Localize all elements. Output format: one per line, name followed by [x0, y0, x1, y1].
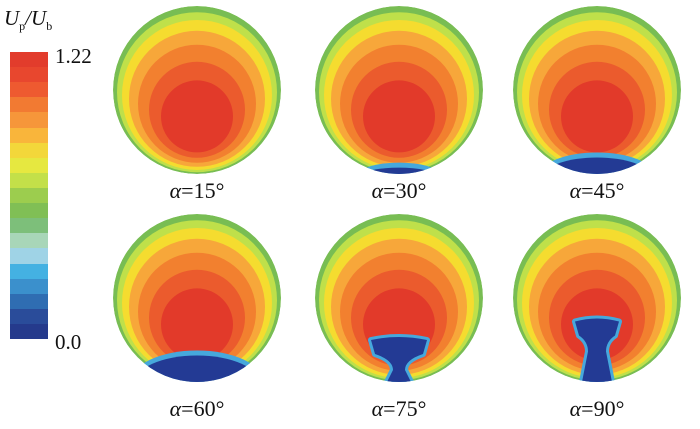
dead-zone: [544, 157, 650, 174]
colorbar-segment: [10, 278, 48, 294]
caption-alpha-75: α=75°: [371, 396, 427, 421]
colorbar-segment: [10, 293, 48, 309]
contour-panel-15: [113, 6, 281, 174]
colorbar-segment: [10, 233, 48, 249]
colorbar-segment: [10, 157, 48, 173]
colorbar-min-label: 0.0: [55, 330, 82, 354]
dead-zone: [362, 167, 436, 174]
contour-band: [161, 80, 233, 153]
velocity-field: [513, 214, 681, 382]
dead-zone: [575, 318, 619, 382]
contour-panel-60: [113, 214, 281, 382]
dead-zone-edge: [359, 162, 439, 174]
caption-alpha-30: α=30°: [371, 178, 427, 203]
colorbar-title: Up/Ub: [4, 6, 53, 34]
velocity-field: [113, 6, 281, 174]
colorbar-segment: [10, 248, 48, 264]
colorbar-segment: [10, 142, 48, 158]
colorbar-segment: [10, 187, 48, 204]
contour-band: [363, 80, 435, 153]
colorbar-segment: [10, 263, 48, 279]
caption-alpha-15: α=15°: [169, 178, 225, 203]
colorbar-segment: [10, 308, 48, 324]
velocity-field: [113, 214, 281, 382]
caption-alpha-60: α=60°: [169, 396, 225, 421]
colorbar-segment: [10, 52, 48, 68]
caption-alpha-90: α=90°: [569, 396, 625, 421]
velocity-field: [513, 6, 681, 174]
dead-zone: [371, 337, 427, 382]
colorbar-segment: [10, 127, 48, 143]
colorbar-segment: [10, 97, 48, 113]
colorbar-max-label: 1.22: [55, 44, 92, 68]
contour-panel-75: [315, 214, 483, 382]
colorbar-segment: [10, 218, 48, 234]
velocity-field: [315, 214, 483, 382]
colorbar-segment: [10, 172, 48, 188]
colorbar-segment: [10, 82, 48, 98]
colorbar-segment: [10, 323, 48, 340]
velocity-field: [315, 6, 483, 174]
dead-zone: [133, 355, 261, 382]
contour-band: [161, 288, 233, 361]
contour-panel-90: [513, 214, 681, 382]
contour-panel-45: [513, 6, 681, 174]
contour-panel-30: [315, 6, 483, 174]
colorbar: [10, 52, 48, 340]
caption-alpha-45: α=45°: [569, 178, 625, 203]
colorbar-segment: [10, 203, 48, 219]
contour-band: [561, 80, 633, 153]
colorbar-segment: [10, 112, 48, 128]
colorbar-segment: [10, 67, 48, 83]
